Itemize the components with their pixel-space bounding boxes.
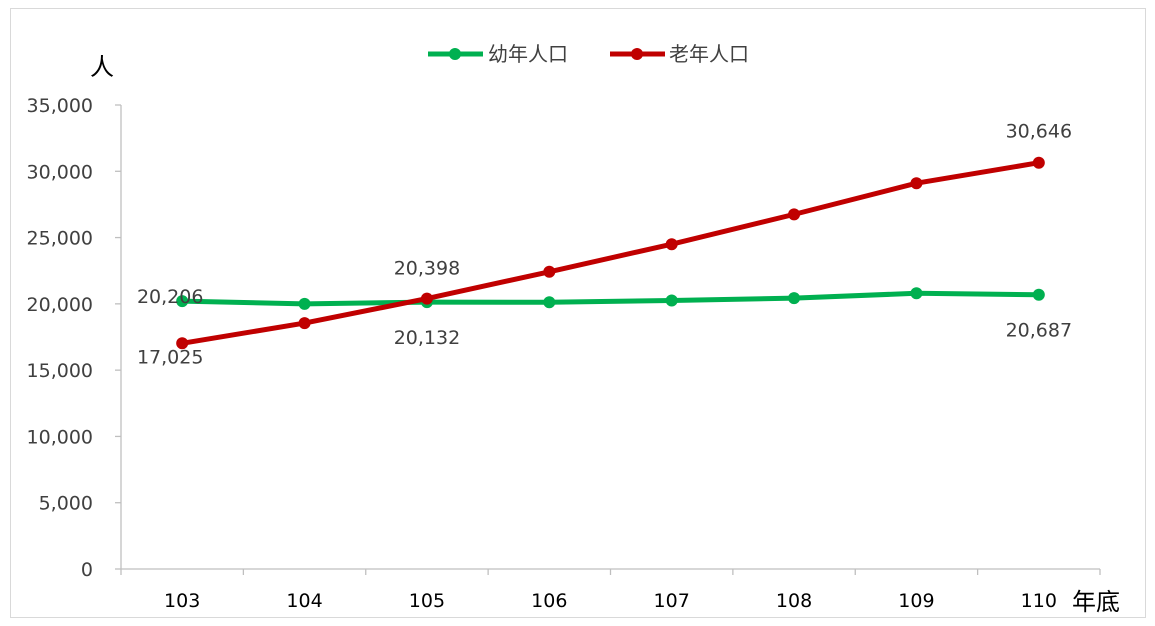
legend-item-youth: 幼年人口: [428, 42, 568, 66]
data-point: [788, 208, 801, 221]
series-1: [176, 156, 1045, 350]
data-point: [543, 296, 556, 309]
series-line: [179, 290, 1042, 307]
data-point: [176, 337, 189, 350]
data-point: [543, 265, 556, 278]
x-tick-label: 109: [898, 590, 934, 612]
y-tick-label: 0: [81, 559, 93, 581]
legend-label-youth: 幼年人口: [488, 42, 568, 66]
data-point: [298, 317, 311, 330]
data-label: 20,206: [137, 286, 203, 308]
series-0: [176, 287, 1045, 310]
data-point: [788, 292, 801, 305]
data-label: 30,646: [1006, 121, 1072, 143]
x-tick-label: 104: [286, 590, 322, 612]
x-tick-label: 110: [1021, 590, 1057, 612]
data-labels: 20,206 17,025 20,398 20,132 30,646 20,687: [137, 121, 1072, 369]
data-point: [665, 238, 678, 251]
y-tick-label: 35,000: [27, 95, 93, 117]
x-ticks: 103 104 105 106 107 108 109 110: [120, 569, 1101, 612]
y-tick-label: 15,000: [27, 360, 93, 382]
x-tick-label: 105: [409, 590, 445, 612]
data-point: [176, 295, 189, 308]
y-tick-label: 10,000: [27, 426, 93, 448]
data-label: 20,132: [394, 327, 460, 349]
legend-item-elderly: 老年人口: [610, 42, 749, 66]
series-layer: [176, 156, 1045, 350]
data-label: 17,025: [137, 346, 203, 368]
y-tick-label: 25,000: [27, 228, 93, 250]
data-point: [1032, 288, 1045, 301]
data-label: 20,687: [1006, 320, 1072, 342]
axes: 0 5,000 10,000 15,000 20,000 25,000 30,000 35,0…: [27, 95, 1101, 612]
data-point: [298, 297, 311, 310]
data-point: [910, 177, 923, 190]
y-tick-label: 5,000: [39, 493, 93, 515]
x-tick-label: 107: [654, 590, 690, 612]
data-point: [420, 292, 433, 305]
chart-frame: [10, 8, 1146, 618]
data-label: 20,398: [394, 258, 460, 280]
data-point: [665, 294, 678, 307]
legend: 幼年人口 老年人口: [428, 42, 749, 66]
y-ticks: 0 5,000 10,000 15,000 20,000 25,000 30,000 35,0…: [27, 95, 121, 581]
legend-label-elderly: 老年人口: [669, 42, 749, 66]
series-line: [179, 160, 1042, 346]
legend-marker-youth: [449, 48, 461, 60]
x-tick-label: 106: [531, 590, 567, 612]
x-tick-label: 103: [164, 590, 200, 612]
y-tick-label: 30,000: [27, 161, 93, 183]
y-tick-label: 20,000: [27, 294, 93, 316]
y-axis-unit-label: 人: [90, 53, 114, 81]
data-point: [910, 287, 923, 300]
x-tick-label: 108: [776, 590, 812, 612]
x-axis-unit-label: 年底: [1072, 588, 1120, 616]
legend-marker-elderly: [631, 48, 643, 60]
data-point: [1032, 156, 1045, 169]
